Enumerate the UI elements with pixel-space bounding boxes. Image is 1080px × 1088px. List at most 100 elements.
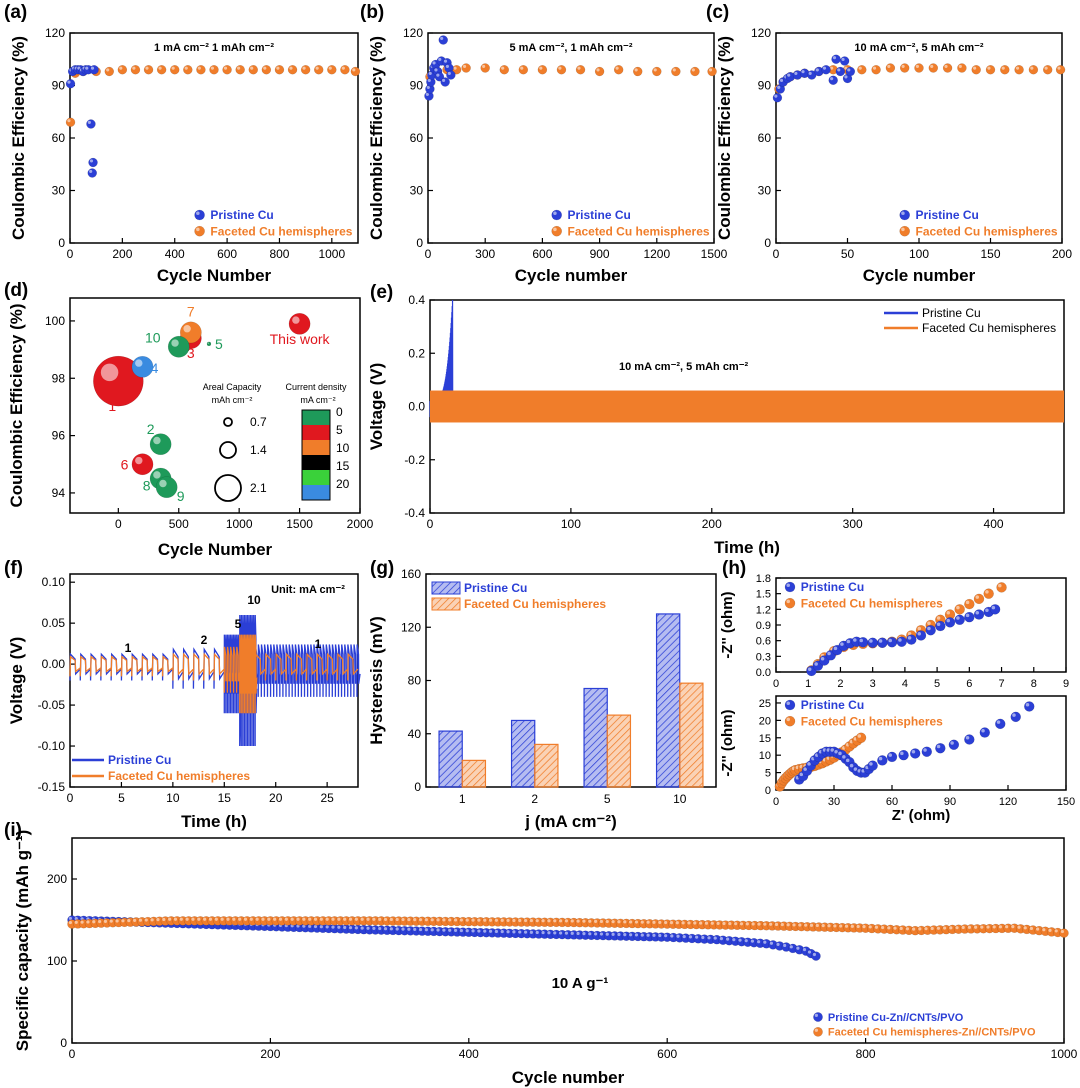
panel-h-upper-point-highlight: [888, 638, 892, 643]
panel-c-point: [857, 65, 867, 75]
panel-i-point-highlight: [974, 925, 978, 929]
panel-h-upper-point: [964, 611, 975, 623]
panel-h-lower-point: [935, 742, 946, 754]
panel-d-frame: [69, 297, 361, 514]
panel-i-point-highlight: [529, 930, 533, 934]
panel-d-color-legend-value: 5: [336, 423, 343, 437]
panel-d-color-legend-swatch: [302, 470, 330, 485]
panel-h-upper-xtick-label: 2: [837, 678, 843, 690]
panel-i-point-highlight: [815, 923, 819, 928]
panel-b-point-highlight: [653, 68, 657, 72]
panel-d-color-legend-value: 15: [336, 459, 350, 473]
panel-h-upper-point: [867, 637, 878, 649]
panel-h-upper-ytick-label: 1.8: [756, 573, 771, 585]
panel-b-ylabel: Coulombic Efficiency (%): [367, 36, 386, 240]
panel-i-point-highlight: [115, 919, 119, 923]
panel-i-point-highlight: [150, 918, 154, 922]
panel-h-upper-xtick-label: 4: [902, 678, 908, 690]
panel-f-xtick-label: 20: [269, 791, 283, 805]
panel-a-point: [156, 65, 167, 75]
panel-h-upper-point: [996, 582, 1007, 593]
panel-i-point-highlight: [559, 919, 563, 923]
panel-c-point-highlight: [872, 66, 877, 70]
panel-h-upper-point-highlight: [975, 595, 979, 599]
panel-c-point: [1014, 65, 1024, 75]
panel-a-point-highlight: [171, 66, 175, 70]
panel-i-point-highlight: [780, 923, 784, 927]
panel-i-point-highlight: [325, 925, 329, 929]
panel-i-point-highlight: [372, 917, 376, 921]
panel-d-point-highlight: [100, 363, 119, 382]
panel-d-size-legend-value: 1.4: [250, 443, 267, 457]
panel-h-lower-point: [948, 739, 960, 750]
panel-h-upper-point-highlight: [985, 590, 989, 594]
panel-g-bar: [679, 682, 704, 788]
panel-i-point-highlight: [465, 918, 469, 922]
panel-h-lower-legend-label: Pristine Cu: [801, 698, 864, 712]
panel-h-upper-ytick-label: 0.6: [756, 636, 771, 648]
panel-e-ytick-label: 0.2: [408, 346, 425, 360]
panel-i-point-highlight: [436, 918, 440, 922]
panel-d-point: [131, 453, 154, 476]
panel-c-point: [1028, 65, 1039, 75]
panel-g-xtick-label: 10: [673, 792, 687, 806]
panel-i-point-highlight: [442, 918, 446, 922]
panel-f-ytick-label: 0.10: [42, 575, 66, 589]
panel-h-upper-legend-marker: [784, 597, 796, 609]
panel-i-point-highlight: [699, 921, 703, 925]
panel-f-legend-label: Pristine Cu: [108, 753, 171, 767]
panel-a-point: [313, 65, 324, 75]
panel-i-point-highlight: [646, 920, 650, 924]
panel-i-point-highlight: [220, 917, 224, 921]
panel-b-point-highlight: [425, 92, 429, 97]
panel-i-point-highlight: [103, 919, 108, 923]
panel-i-legend-label: Faceted Cu hemispheres-Zn//CNTs/PVO: [828, 1027, 1036, 1039]
panel-c-point-highlight: [830, 66, 834, 70]
panel-i-point-highlight: [494, 929, 498, 934]
panel-c-point-highlight: [808, 71, 812, 76]
panel-i-point-highlight: [436, 928, 440, 932]
panel-i-point-highlight: [924, 927, 928, 931]
panel-i-point-highlight: [243, 917, 248, 921]
panel-a-point-highlight: [210, 66, 214, 70]
panel-h-lower-point-highlight: [849, 763, 854, 768]
panel-i-point-highlight: [208, 917, 213, 921]
panel-a-point-highlight: [302, 66, 306, 70]
panel-h-upper-point-highlight: [859, 638, 863, 643]
panel-e-ytick-label: -0.4: [404, 506, 425, 520]
panel-i-point-highlight: [802, 948, 807, 952]
panel-c-ytick-label: 60: [758, 131, 772, 145]
panel-i-point-highlight: [582, 919, 586, 923]
panel-i-legend-marker: [813, 1012, 823, 1022]
panel-h-lower-point-highlight: [869, 762, 873, 766]
panel-h-upper-point-highlight: [907, 631, 912, 636]
panel-i-point-highlight: [98, 919, 102, 924]
panel-c-xlabel: Cycle number: [863, 266, 976, 285]
panel-g-ytick-label: 160: [401, 567, 421, 581]
panel-c-point: [985, 65, 996, 75]
panel-i-point-highlight: [918, 927, 922, 931]
panel-g-xtick-label: 1: [459, 792, 466, 806]
panel-c-point-highlight: [987, 66, 991, 70]
panel-a-point-highlight: [119, 66, 123, 70]
panel-i-point-highlight: [707, 936, 711, 940]
panel-h-upper-point-highlight: [827, 651, 831, 656]
panel-f-xtick-label: 15: [218, 791, 232, 805]
panel-b-legend-label: Pristine Cu: [568, 208, 631, 222]
panel-g-legend-swatch: [431, 597, 461, 611]
panel-g-ytick-label: 0: [414, 780, 421, 794]
panel-c-point: [914, 63, 924, 73]
panel-c-legend-label: Pristine Cu: [916, 208, 979, 222]
panel-i-point-highlight: [936, 926, 940, 930]
panel-letter: (c): [706, 2, 729, 23]
panel-i-point-highlight: [675, 921, 679, 925]
panel-h-lower-xtick-label: 60: [886, 796, 898, 808]
panel-h-upper-point-highlight: [991, 605, 996, 610]
panel-c-point: [828, 75, 838, 85]
panel-h-lower-point-highlight: [842, 755, 846, 759]
panel-b-point: [556, 65, 567, 75]
panel-b-point-highlight: [440, 36, 444, 40]
panel-c-point-highlight: [847, 68, 851, 72]
panel-d-color-legend-value: 0: [336, 405, 343, 419]
panel-h-upper-point-highlight: [985, 608, 989, 612]
